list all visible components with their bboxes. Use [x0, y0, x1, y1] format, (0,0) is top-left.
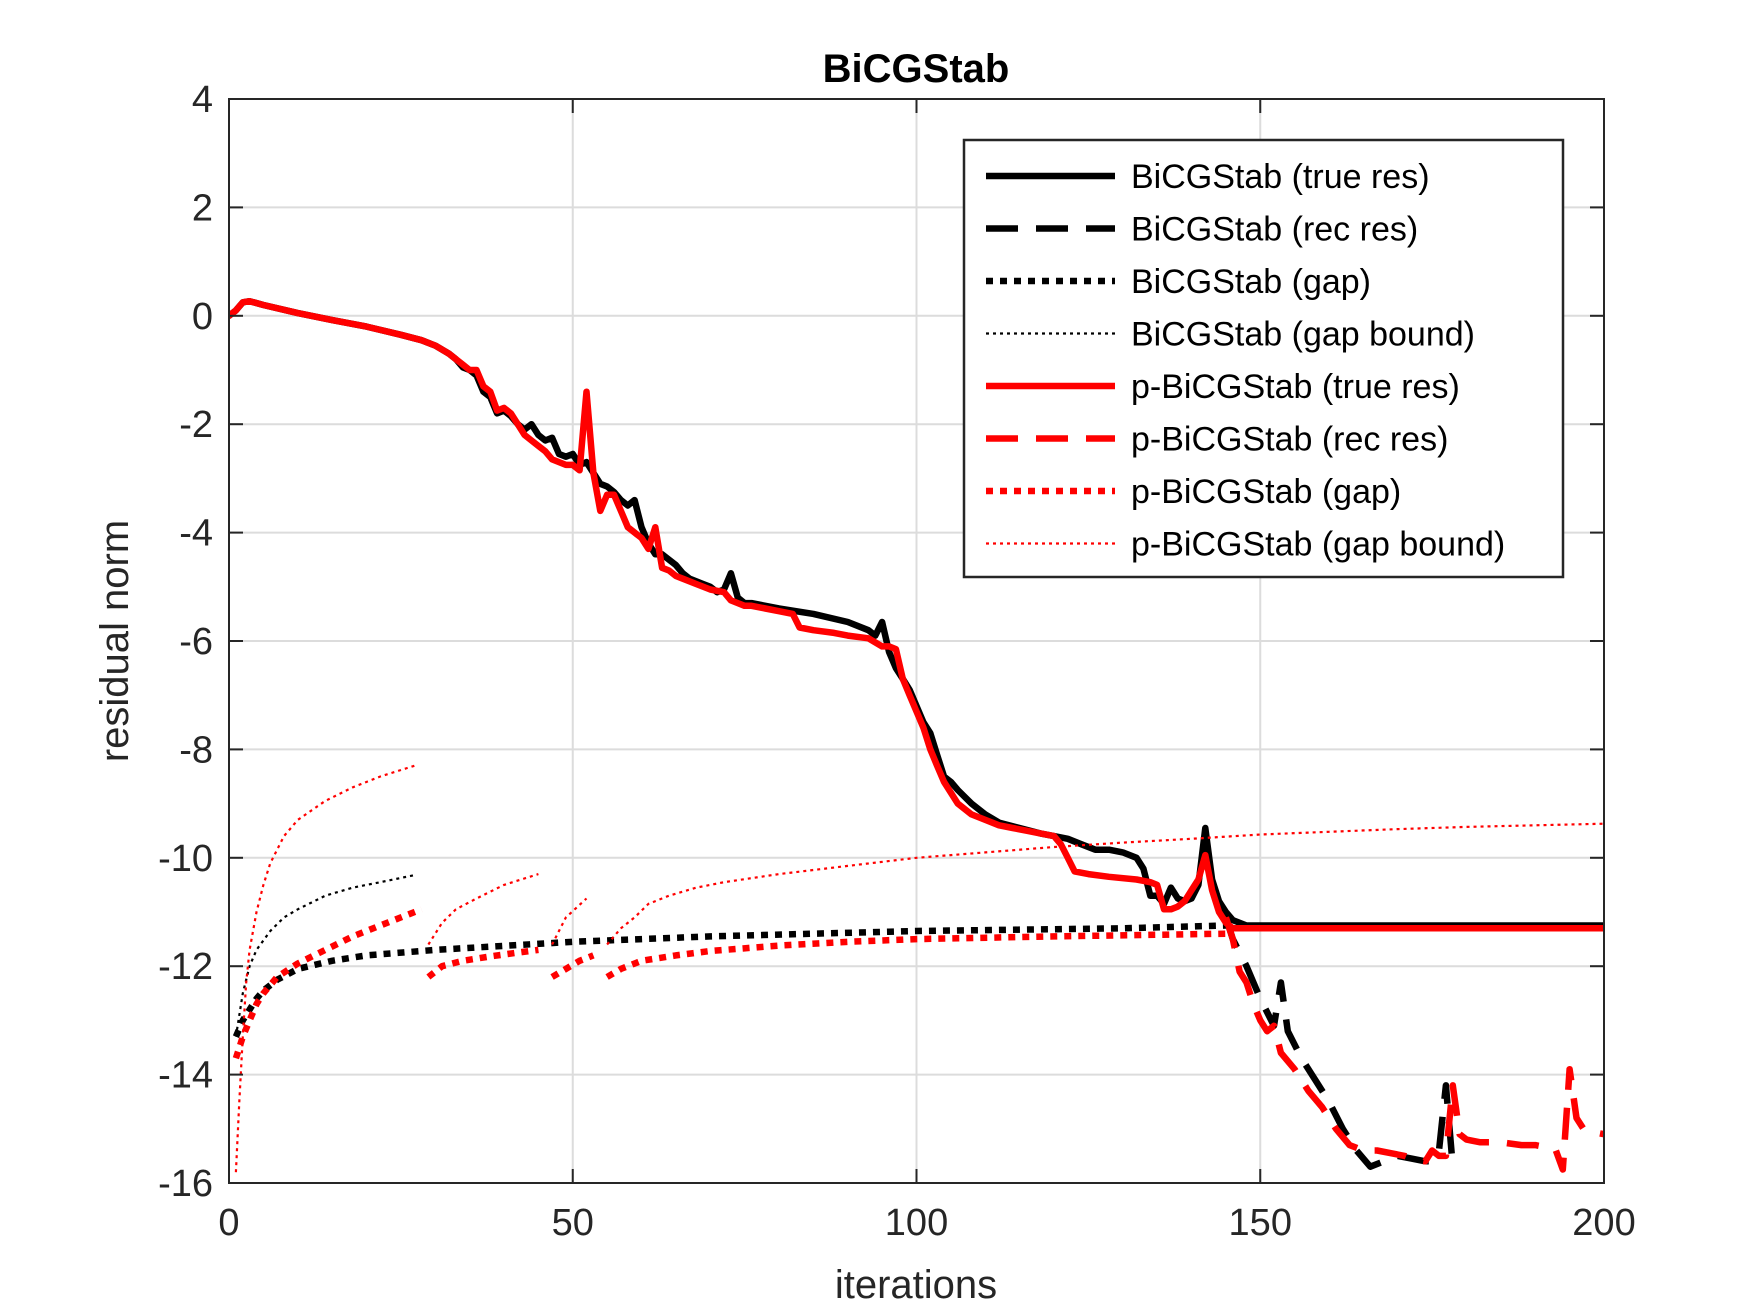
series-line [232, 906, 423, 1060]
legend-box [962, 138, 1565, 579]
legend-label: p-BiCGStab (gap bound) [1131, 526, 1505, 564]
axis-ticks: 0 50 100 150 200 -16 -14 -12 -10 -8 -6 -4 -2 0 2 4 [158, 79, 1636, 1244]
y-tick-label: 0 [192, 296, 213, 338]
y-tick-label: -6 [179, 621, 213, 663]
series-line [605, 930, 1226, 980]
legend-label: BiCGStab (true res) [1131, 158, 1430, 196]
y-tick-label: -4 [179, 513, 213, 555]
y-tick-label: -14 [158, 1055, 213, 1097]
series-line [427, 873, 539, 946]
x-tick-label: 200 [1572, 1202, 1635, 1244]
plot-series [229, 297, 1604, 1173]
legend-label: p-BiCGStab (gap) [1131, 473, 1401, 511]
legend: BiCGStab (true res) BiCGStab (rec res) BiC… [962, 138, 1565, 579]
y-tick-label: -16 [158, 1163, 213, 1205]
legend-label: BiCGStab (rec res) [1131, 211, 1418, 249]
x-axis-label: iterations [835, 1263, 997, 1307]
x-tick-label: 0 [218, 1202, 239, 1244]
y-tick-label: -2 [179, 404, 213, 446]
legend-label: BiCGStab (gap bound) [1131, 316, 1475, 354]
y-tick-label: -8 [179, 729, 213, 771]
y-tick-label: -12 [158, 946, 213, 988]
series-line [229, 297, 1604, 932]
legend-label: p-BiCGStab (rec res) [1131, 421, 1448, 459]
series-line [234, 764, 415, 1173]
x-tick-label: 150 [1229, 1202, 1292, 1244]
series-line [1222, 916, 1457, 1170]
series-line [426, 946, 539, 980]
x-tick-label: 100 [885, 1202, 948, 1244]
legend-label: p-BiCGStab (true res) [1131, 368, 1460, 406]
series-line [1222, 916, 1604, 1173]
y-axis-label: residual norm [93, 520, 137, 762]
chart-title: BiCGStab [823, 47, 1010, 91]
x-tick-label: 50 [552, 1202, 594, 1244]
legend-entries: BiCGStab (true res) BiCGStab (rec res) BiC… [986, 158, 1505, 564]
grid-lines [228, 98, 1605, 1184]
series-line [606, 822, 1604, 946]
y-tick-label: 2 [192, 187, 213, 229]
y-tick-label: -10 [158, 838, 213, 880]
y-tick-label: 4 [192, 79, 213, 121]
series-line [551, 897, 588, 945]
legend-label: BiCGStab (gap) [1131, 263, 1371, 301]
series-line [232, 922, 1226, 1038]
